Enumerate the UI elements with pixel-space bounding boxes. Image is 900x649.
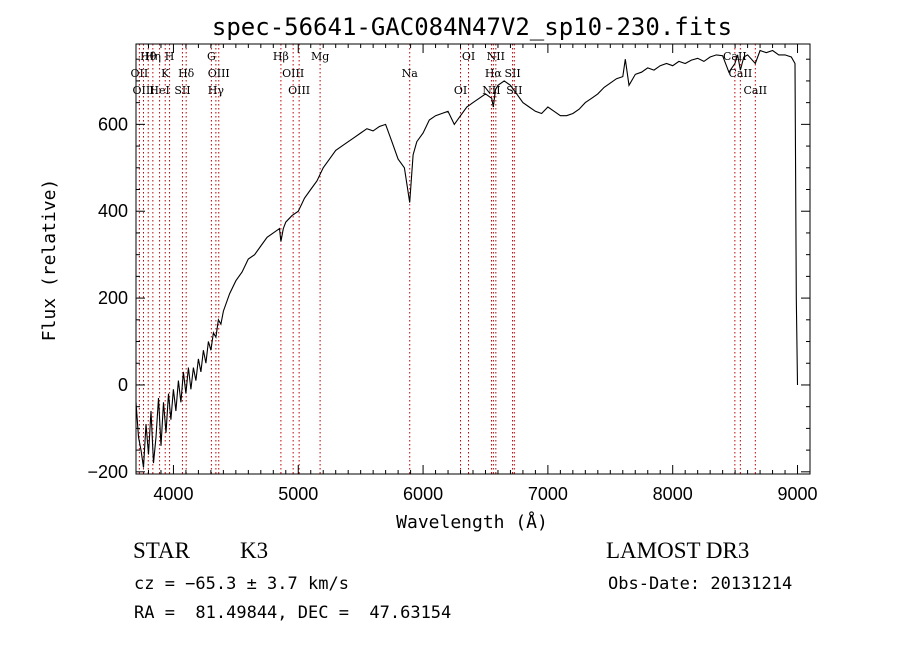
spectral-line-label: H: [165, 50, 175, 63]
y-tick-label: 600: [98, 114, 128, 134]
spectral-line-label: Hδ: [178, 67, 195, 80]
y-axis-label: Flux (relative): [39, 179, 60, 342]
y-axis-ticks: −200 0 200 400 600: [87, 58, 810, 482]
x-tick-label: 9000: [777, 484, 817, 504]
spectral-line-label: Hη: [145, 50, 161, 63]
spectral-line-label: OIII: [132, 84, 154, 97]
x-tick-label: 6000: [403, 484, 443, 504]
object-subclass: K3: [240, 538, 269, 563]
spectral-line-label: Hα: [485, 67, 503, 80]
object-class: STAR: [133, 538, 190, 563]
spectral-line-label: CaII: [723, 50, 747, 63]
x-axis-ticks: 4000 5000 6000 7000 8000 9000: [135, 44, 818, 504]
spectral-line-label: SII: [174, 84, 190, 97]
spectral-line-label: SII: [504, 67, 520, 80]
y-tick-label: 200: [98, 288, 128, 308]
spectral-line-label: G: [207, 50, 216, 63]
x-tick-label: 7000: [528, 484, 568, 504]
y-tick-label: −200: [87, 462, 128, 482]
x-tick-label: 4000: [153, 484, 193, 504]
survey-name: LAMOST DR3: [606, 538, 750, 563]
spectral-line-label: NII: [487, 50, 505, 63]
spectral-line-label: OI: [462, 50, 475, 63]
x-tick-label: 5000: [278, 484, 318, 504]
spectral-line-label: NII: [482, 84, 500, 97]
spectral-line-label: OIII: [282, 67, 304, 80]
y-tick-label: 0: [118, 375, 128, 395]
obs-date: Obs-Date: 20131214: [608, 574, 793, 594]
spectral-line-label: OI: [454, 84, 467, 97]
y-tick-label: 400: [98, 201, 128, 221]
spectral-line-label: Hβ: [273, 50, 289, 63]
spectral-line-labels: Hθ OII OIII HηK HeI HHδ SII G OIII Hγ Hβ OIII OIII Mg…: [131, 50, 768, 97]
x-axis-label: Wavelength (Å): [396, 511, 548, 533]
spectral-line-label: OIII: [288, 84, 310, 97]
spectral-line-label: CaII: [729, 67, 753, 80]
spectral-line-label: OIII: [208, 67, 230, 80]
spectral-line-markers: [138, 44, 756, 474]
plot-frame: [135, 43, 811, 475]
coordinates: RA = 81.49844, DEC = 47.63154: [134, 603, 452, 623]
spectral-line-label: Na: [402, 67, 419, 80]
chart-title: spec-56641-GAC084N47V2_sp10-230.fits: [212, 13, 732, 41]
spectral-line-label: K: [161, 67, 170, 80]
spectral-line-label: Hγ: [208, 84, 225, 97]
flux-series-line: [135, 49, 799, 468]
spectral-line-label: Mg: [311, 50, 329, 63]
x-tick-label: 8000: [653, 484, 693, 504]
redshift-cz: cz = −65.3 ± 3.7 km/s: [134, 574, 349, 594]
spectral-line-label: HeI: [149, 84, 169, 97]
spectral-line-label: OII: [131, 67, 149, 80]
spectral-line-label: Hθ: [140, 50, 157, 63]
spectral-line-label: CaII: [743, 84, 767, 97]
